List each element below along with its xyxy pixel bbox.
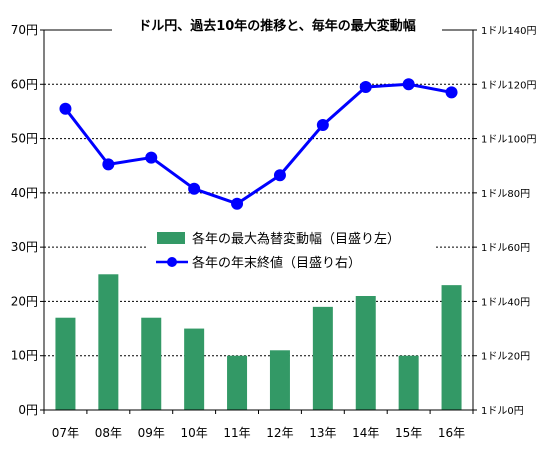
right-tick-label: 1ドル60円: [481, 243, 530, 254]
x-tick-label: 10年: [181, 426, 208, 440]
right-tick-label: 1ドル0円: [481, 406, 524, 417]
bar-series: [55, 274, 462, 410]
bar: [269, 350, 290, 410]
x-tick-label: 14年: [352, 426, 379, 440]
right-tick-label: 1ドル140円: [481, 26, 536, 37]
right-tick-label: 1ドル20円: [481, 352, 530, 363]
bar: [355, 296, 376, 410]
right-tick-label: 1ドル120円: [481, 80, 536, 91]
line-point: [102, 158, 115, 171]
line-point: [359, 81, 372, 93]
line-point: [145, 151, 158, 164]
left-tick-label: 60円: [11, 77, 38, 91]
right-tick-label: 1ドル100円: [481, 135, 536, 146]
right-tick-label: 1ドル80円: [481, 189, 530, 200]
left-tick-label: 40円: [11, 186, 38, 200]
x-tick-label: 13年: [309, 426, 336, 440]
x-tick-label: 09年: [138, 426, 165, 440]
line-point: [231, 197, 244, 210]
left-tick-label: 30円: [11, 240, 38, 254]
legend-label-bar: 各年の最大為替変動幅（目盛り左）: [192, 231, 400, 247]
legend-label-line: 各年の年末終値（目盛り右）: [192, 255, 361, 271]
bar: [227, 355, 248, 410]
bar: [441, 285, 462, 410]
line-series: [59, 78, 458, 210]
left-tick-label: 0円: [18, 403, 38, 417]
bar: [312, 306, 333, 410]
x-tick-label: 08年: [95, 426, 122, 440]
chart-title: ドル円、過去10年の推移と、毎年の最大変動幅: [138, 18, 416, 34]
line-point: [316, 119, 329, 131]
bar: [98, 274, 119, 410]
line-point: [188, 182, 201, 195]
right-tick-label: 1ドル40円: [481, 297, 530, 308]
bar: [141, 317, 162, 410]
bar: [55, 317, 76, 410]
x-tick-label: 12年: [266, 426, 293, 440]
left-tick-label: 70円: [11, 23, 38, 37]
x-tick-label: 16年: [438, 426, 465, 440]
legend: 各年の最大為替変動幅（目盛り左） 各年の年末終値（目盛り右）: [148, 223, 435, 273]
legend-swatch-bar: [157, 232, 185, 244]
series-line: [64, 82, 452, 206]
line-point: [59, 102, 72, 115]
legend-swatch-marker: [167, 257, 177, 267]
legend-box: [148, 223, 435, 273]
line-point: [445, 86, 458, 99]
title-background: [112, 13, 442, 35]
left-tick-label: 10円: [11, 349, 38, 363]
left-tick-label: 20円: [11, 294, 38, 308]
tick-labels: 0円 10円 20円 30円 40円 50円 60円 70円 1ドル0円 1ドル20円 1ドル40円…: [11, 23, 537, 440]
left-tick-label: 50円: [11, 132, 38, 146]
x-tick-label: 11年: [223, 426, 250, 440]
bar: [184, 328, 205, 410]
x-tick-label: 07年: [52, 426, 79, 440]
line-point: [273, 169, 286, 182]
bar: [398, 355, 419, 410]
x-tick-label: 15年: [395, 426, 422, 440]
line-point: [402, 78, 415, 91]
